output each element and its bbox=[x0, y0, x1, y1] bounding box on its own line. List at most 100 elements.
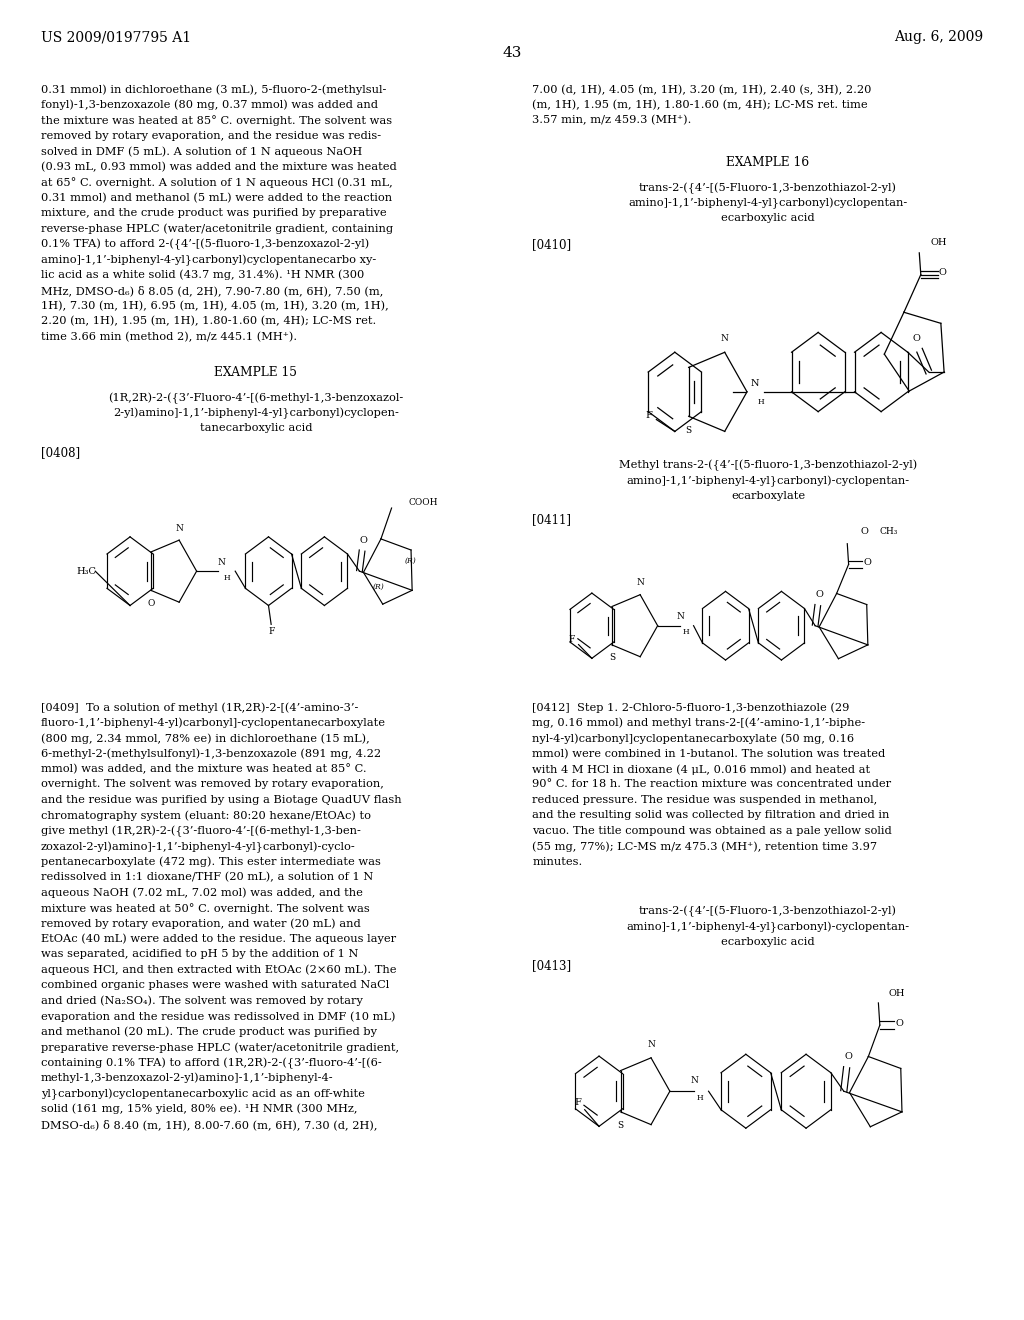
Text: O: O bbox=[860, 527, 868, 536]
Text: [0410]: [0410] bbox=[532, 239, 571, 251]
Text: F: F bbox=[645, 411, 652, 420]
Text: mg, 0.16 mmol) and methyl trans-2-[(4’-amino-1,1’-biphe-: mg, 0.16 mmol) and methyl trans-2-[(4’-a… bbox=[532, 718, 865, 729]
Text: redissolved in 1:1 dioxane/THF (20 mL), a solution of 1 N: redissolved in 1:1 dioxane/THF (20 mL), … bbox=[41, 873, 373, 883]
Text: amino]-1,1’-biphenyl-4-yl}carbonyl)cyclopentan-: amino]-1,1’-biphenyl-4-yl}carbonyl)cyclo… bbox=[629, 198, 907, 209]
Text: containing 0.1% TFA) to afford (1R,2R)-2-({3’-fluoro-4’-[(6-: containing 0.1% TFA) to afford (1R,2R)-2… bbox=[41, 1057, 382, 1069]
Text: [0409]  To a solution of methyl (1R,2R)-2-[(4’-amino-3’-: [0409] To a solution of methyl (1R,2R)-2… bbox=[41, 702, 358, 713]
Text: vacuo. The title compound was obtained as a pale yellow solid: vacuo. The title compound was obtained a… bbox=[532, 826, 892, 836]
Text: yl}carbonyl)cyclopentanecarboxylic acid as an off-white: yl}carbonyl)cyclopentanecarboxylic acid … bbox=[41, 1088, 365, 1100]
Text: F: F bbox=[568, 635, 575, 644]
Text: Aug. 6, 2009: Aug. 6, 2009 bbox=[894, 30, 983, 45]
Text: amino]-1,1’-biphenyl-4-yl}carbonyl)cyclopentanecarbo xy-: amino]-1,1’-biphenyl-4-yl}carbonyl)cyclo… bbox=[41, 255, 376, 265]
Text: 1H), 7.30 (m, 1H), 6.95 (m, 1H), 4.05 (m, 1H), 3.20 (m, 1H),: 1H), 7.30 (m, 1H), 6.95 (m, 1H), 4.05 (m… bbox=[41, 301, 389, 312]
Text: COOH: COOH bbox=[409, 499, 438, 507]
Text: tanecarboxylic acid: tanecarboxylic acid bbox=[200, 424, 312, 433]
Text: EXAMPLE 16: EXAMPLE 16 bbox=[726, 156, 810, 169]
Text: fonyl)-1,3-benzoxazole (80 mg, 0.37 mmol) was added and: fonyl)-1,3-benzoxazole (80 mg, 0.37 mmol… bbox=[41, 100, 378, 111]
Text: pentanecarboxylate (472 mg). This ester intermediate was: pentanecarboxylate (472 mg). This ester … bbox=[41, 857, 381, 867]
Text: CH₃: CH₃ bbox=[880, 527, 898, 536]
Text: the mixture was heated at 85° C. overnight. The solvent was: the mixture was heated at 85° C. overnig… bbox=[41, 115, 392, 127]
Text: (0.93 mL, 0.93 mmol) was added and the mixture was heated: (0.93 mL, 0.93 mmol) was added and the m… bbox=[41, 161, 396, 172]
Text: and dried (Na₂SO₄). The solvent was removed by rotary: and dried (Na₂SO₄). The solvent was remo… bbox=[41, 995, 362, 1006]
Text: O: O bbox=[938, 268, 946, 277]
Text: [0412]  Step 1. 2-Chloro-5-fluoro-1,3-benzothiazole (29: [0412] Step 1. 2-Chloro-5-fluoro-1,3-ben… bbox=[532, 702, 850, 713]
Text: lic acid as a white solid (43.7 mg, 31.4%). ¹H NMR (300: lic acid as a white solid (43.7 mg, 31.4… bbox=[41, 269, 365, 280]
Text: removed by rotary evaporation, and water (20 mL) and: removed by rotary evaporation, and water… bbox=[41, 919, 360, 929]
Text: N: N bbox=[751, 379, 759, 388]
Text: S: S bbox=[686, 425, 692, 434]
Text: [0408]: [0408] bbox=[41, 446, 80, 459]
Text: O: O bbox=[896, 1019, 904, 1028]
Text: aqueous NaOH (7.02 mL, 7.02 mol) was added, and the: aqueous NaOH (7.02 mL, 7.02 mol) was add… bbox=[41, 887, 362, 898]
Text: reduced pressure. The residue was suspended in methanol,: reduced pressure. The residue was suspen… bbox=[532, 795, 878, 805]
Text: O: O bbox=[815, 590, 823, 599]
Text: evaporation and the residue was redissolved in DMF (10 mL): evaporation and the residue was redissol… bbox=[41, 1011, 395, 1022]
Text: mixture, and the crude product was purified by preparative: mixture, and the crude product was purif… bbox=[41, 209, 387, 218]
Text: solid (161 mg, 15% yield, 80% ee). ¹H NMR (300 MHz,: solid (161 mg, 15% yield, 80% ee). ¹H NM… bbox=[41, 1104, 357, 1114]
Text: EXAMPLE 15: EXAMPLE 15 bbox=[214, 366, 298, 379]
Text: 0.31 mmol) and methanol (5 mL) were added to the reaction: 0.31 mmol) and methanol (5 mL) were adde… bbox=[41, 193, 392, 203]
Text: 3.57 min, m/z 459.3 (MH⁺).: 3.57 min, m/z 459.3 (MH⁺). bbox=[532, 115, 692, 125]
Text: MHz, DMSO-d₆) δ 8.05 (d, 2H), 7.90-7.80 (m, 6H), 7.50 (m,: MHz, DMSO-d₆) δ 8.05 (d, 2H), 7.90-7.80 … bbox=[41, 285, 383, 296]
Text: S: S bbox=[609, 653, 615, 663]
Text: time 3.66 min (method 2), m/z 445.1 (MH⁺).: time 3.66 min (method 2), m/z 445.1 (MH⁺… bbox=[41, 331, 297, 342]
Text: US 2009/0197795 A1: US 2009/0197795 A1 bbox=[41, 30, 191, 45]
Text: chromatography system (eluant: 80:20 hexane/EtOAc) to: chromatography system (eluant: 80:20 hex… bbox=[41, 810, 371, 821]
Text: [0413]: [0413] bbox=[532, 960, 571, 973]
Text: N: N bbox=[676, 611, 684, 620]
Text: was separated, acidified to pH 5 by the addition of 1 N: was separated, acidified to pH 5 by the … bbox=[41, 949, 358, 960]
Text: [0411]: [0411] bbox=[532, 513, 571, 527]
Text: mmol) were combined in 1-butanol. The solution was treated: mmol) were combined in 1-butanol. The so… bbox=[532, 748, 886, 759]
Text: N: N bbox=[647, 1040, 655, 1049]
Text: Methyl trans-2-({4’-[(5-fluoro-1,3-benzothiazol-2-yl): Methyl trans-2-({4’-[(5-fluoro-1,3-benzo… bbox=[618, 461, 918, 471]
Text: amino]-1,1’-biphenyl-4-yl}carbonyl)-cyclopentan-: amino]-1,1’-biphenyl-4-yl}carbonyl)-cycl… bbox=[627, 475, 909, 487]
Text: aqueous HCl, and then extracted with EtOAc (2×60 mL). The: aqueous HCl, and then extracted with EtO… bbox=[41, 965, 396, 975]
Text: F: F bbox=[268, 627, 274, 636]
Text: (800 mg, 2.34 mmol, 78% ee) in dichloroethane (15 mL),: (800 mg, 2.34 mmol, 78% ee) in dichloroe… bbox=[41, 733, 370, 743]
Text: OH: OH bbox=[889, 989, 905, 998]
Text: O: O bbox=[359, 536, 368, 545]
Text: mixture was heated at 50° C. overnight. The solvent was: mixture was heated at 50° C. overnight. … bbox=[41, 903, 370, 913]
Text: S: S bbox=[617, 1122, 624, 1130]
Text: ecarboxylic acid: ecarboxylic acid bbox=[721, 937, 815, 946]
Text: H: H bbox=[696, 1094, 703, 1102]
Text: overnight. The solvent was removed by rotary evaporation,: overnight. The solvent was removed by ro… bbox=[41, 779, 384, 789]
Text: reverse-phase HPLC (water/acetonitrile gradient, containing: reverse-phase HPLC (water/acetonitrile g… bbox=[41, 223, 393, 234]
Text: solved in DMF (5 mL). A solution of 1 N aqueous NaOH: solved in DMF (5 mL). A solution of 1 N … bbox=[41, 147, 362, 157]
Text: 6-methyl-2-(methylsulfonyl)-1,3-benzoxazole (891 mg, 4.22: 6-methyl-2-(methylsulfonyl)-1,3-benzoxaz… bbox=[41, 748, 381, 759]
Text: N: N bbox=[721, 334, 729, 343]
Text: EtOAc (40 mL) were added to the residue. The aqueous layer: EtOAc (40 mL) were added to the residue.… bbox=[41, 935, 396, 945]
Text: H₃C: H₃C bbox=[77, 566, 96, 576]
Text: O: O bbox=[147, 599, 155, 609]
Text: 43: 43 bbox=[503, 46, 521, 61]
Text: (1R,2R)-2-({3’-Fluoro-4’-[(6-methyl-1,3-benzoxazol-: (1R,2R)-2-({3’-Fluoro-4’-[(6-methyl-1,3-… bbox=[109, 392, 403, 404]
Text: (55 mg, 77%); LC-MS m/z 475.3 (MH⁺), retention time 3.97: (55 mg, 77%); LC-MS m/z 475.3 (MH⁺), ret… bbox=[532, 841, 878, 851]
Text: O: O bbox=[912, 334, 921, 343]
Text: 90° C. for 18 h. The reaction mixture was concentrated under: 90° C. for 18 h. The reaction mixture wa… bbox=[532, 779, 892, 789]
Text: (m, 1H), 1.95 (m, 1H), 1.80-1.60 (m, 4H); LC-MS ret. time: (m, 1H), 1.95 (m, 1H), 1.80-1.60 (m, 4H)… bbox=[532, 100, 868, 111]
Text: H: H bbox=[224, 574, 230, 582]
Text: minutes.: minutes. bbox=[532, 857, 583, 867]
Text: N: N bbox=[636, 578, 644, 587]
Text: give methyl (1R,2R)-2-({3’-fluoro-4’-[(6-methyl-1,3-ben-: give methyl (1R,2R)-2-({3’-fluoro-4’-[(6… bbox=[41, 826, 360, 837]
Text: 2.20 (m, 1H), 1.95 (m, 1H), 1.80-1.60 (m, 4H); LC-MS ret.: 2.20 (m, 1H), 1.95 (m, 1H), 1.80-1.60 (m… bbox=[41, 315, 376, 326]
Text: mmol) was added, and the mixture was heated at 85° C.: mmol) was added, and the mixture was hea… bbox=[41, 764, 367, 775]
Text: nyl-4-yl)carbonyl]cyclopentanecarboxylate (50 mg, 0.16: nyl-4-yl)carbonyl]cyclopentanecarboxylat… bbox=[532, 733, 855, 743]
Text: O: O bbox=[844, 1052, 852, 1060]
Text: N: N bbox=[175, 524, 183, 533]
Text: F: F bbox=[574, 1098, 581, 1106]
Text: 0.31 mmol) in dichloroethane (3 mL), 5-fluoro-2-(methylsul-: 0.31 mmol) in dichloroethane (3 mL), 5-f… bbox=[41, 84, 386, 95]
Text: at 65° C. overnight. A solution of 1 N aqueous HCl (0.31 mL,: at 65° C. overnight. A solution of 1 N a… bbox=[41, 177, 393, 187]
Text: and the residue was purified by using a Biotage QuadUV flash: and the residue was purified by using a … bbox=[41, 795, 401, 805]
Text: 7.00 (d, 1H), 4.05 (m, 1H), 3.20 (m, 1H), 2.40 (s, 3H), 2.20: 7.00 (d, 1H), 4.05 (m, 1H), 3.20 (m, 1H)… bbox=[532, 84, 871, 95]
Text: removed by rotary evaporation, and the residue was redis-: removed by rotary evaporation, and the r… bbox=[41, 131, 381, 141]
Text: 2-yl)amino]-1,1’-biphenyl-4-yl}carbonyl)cyclopen-: 2-yl)amino]-1,1’-biphenyl-4-yl}carbonyl)… bbox=[113, 408, 399, 420]
Text: N: N bbox=[218, 558, 226, 568]
Text: with 4 M HCl in dioxane (4 μL, 0.016 mmol) and heated at: with 4 M HCl in dioxane (4 μL, 0.016 mmo… bbox=[532, 764, 870, 775]
Text: H: H bbox=[758, 397, 764, 405]
Text: amino]-1,1’-biphenyl-4-yl}carbonyl)-cyclopentan-: amino]-1,1’-biphenyl-4-yl}carbonyl)-cycl… bbox=[627, 921, 909, 933]
Text: methyl-1,3-benzoxazol-2-yl)amino]-1,1’-biphenyl-4-: methyl-1,3-benzoxazol-2-yl)amino]-1,1’-b… bbox=[41, 1073, 334, 1084]
Text: H: H bbox=[682, 628, 689, 636]
Text: ecarboxylate: ecarboxylate bbox=[731, 491, 805, 502]
Text: OH: OH bbox=[930, 239, 946, 247]
